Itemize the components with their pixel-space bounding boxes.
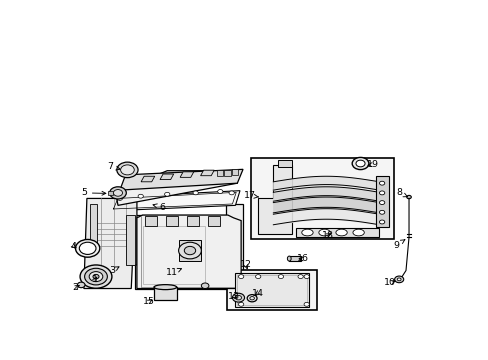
Text: 13: 13 xyxy=(227,292,239,301)
Bar xyxy=(166,216,178,226)
Text: 9: 9 xyxy=(393,240,404,249)
Polygon shape xyxy=(178,240,201,261)
Circle shape xyxy=(278,275,283,279)
Circle shape xyxy=(84,268,107,285)
Circle shape xyxy=(304,275,309,279)
Circle shape xyxy=(406,195,410,199)
Circle shape xyxy=(164,192,169,196)
Text: 1: 1 xyxy=(92,275,98,284)
Circle shape xyxy=(77,282,85,288)
Circle shape xyxy=(379,181,384,185)
Bar xyxy=(207,216,220,226)
Polygon shape xyxy=(200,170,214,176)
Polygon shape xyxy=(141,176,154,182)
Circle shape xyxy=(379,191,384,195)
Bar xyxy=(108,191,113,195)
Circle shape xyxy=(351,157,368,170)
Circle shape xyxy=(93,274,99,279)
Ellipse shape xyxy=(352,229,364,236)
Circle shape xyxy=(238,302,244,306)
Polygon shape xyxy=(180,172,193,177)
Bar xyxy=(231,169,238,175)
Text: 17: 17 xyxy=(243,191,258,200)
Bar xyxy=(186,216,199,226)
Text: 15: 15 xyxy=(143,297,155,306)
Circle shape xyxy=(193,191,198,195)
Text: 4: 4 xyxy=(70,242,77,251)
Circle shape xyxy=(89,271,102,282)
Circle shape xyxy=(255,275,260,279)
Polygon shape xyxy=(296,228,379,237)
Circle shape xyxy=(109,187,126,199)
Polygon shape xyxy=(258,165,292,234)
Polygon shape xyxy=(109,191,240,211)
Circle shape xyxy=(117,197,122,201)
Circle shape xyxy=(355,160,365,167)
Circle shape xyxy=(379,220,384,224)
Ellipse shape xyxy=(335,229,346,236)
Circle shape xyxy=(304,302,309,306)
Bar xyxy=(145,216,157,226)
Text: 19: 19 xyxy=(366,160,378,169)
Text: 10: 10 xyxy=(383,279,395,288)
Polygon shape xyxy=(89,204,97,251)
Ellipse shape xyxy=(154,285,176,290)
Circle shape xyxy=(113,190,122,196)
Text: 6: 6 xyxy=(153,203,165,212)
Circle shape xyxy=(228,191,234,195)
Circle shape xyxy=(396,278,400,281)
Polygon shape xyxy=(135,204,243,288)
Text: 16: 16 xyxy=(296,255,308,264)
Circle shape xyxy=(394,276,403,283)
Circle shape xyxy=(235,296,241,300)
Text: 7: 7 xyxy=(107,162,120,171)
Circle shape xyxy=(297,275,303,279)
Circle shape xyxy=(217,190,223,193)
Bar xyxy=(250,158,393,239)
Polygon shape xyxy=(154,287,176,301)
Text: 8: 8 xyxy=(395,188,407,197)
Bar xyxy=(224,170,230,176)
Circle shape xyxy=(201,283,208,288)
Polygon shape xyxy=(116,171,237,205)
Text: 2: 2 xyxy=(72,283,79,292)
Polygon shape xyxy=(84,198,137,288)
Circle shape xyxy=(138,194,143,198)
Circle shape xyxy=(121,165,134,175)
Text: 14: 14 xyxy=(251,289,263,298)
Polygon shape xyxy=(277,159,292,167)
Polygon shape xyxy=(235,273,309,307)
Polygon shape xyxy=(125,215,135,265)
Polygon shape xyxy=(120,169,243,190)
Circle shape xyxy=(379,210,384,214)
Polygon shape xyxy=(137,215,241,288)
Ellipse shape xyxy=(301,229,312,236)
Polygon shape xyxy=(289,256,300,261)
Text: 11: 11 xyxy=(165,268,181,277)
Text: 3: 3 xyxy=(109,266,119,275)
Circle shape xyxy=(75,239,100,257)
Circle shape xyxy=(117,162,138,177)
Ellipse shape xyxy=(318,229,329,236)
Bar xyxy=(226,270,317,310)
Circle shape xyxy=(80,265,112,288)
Circle shape xyxy=(379,201,384,204)
Bar xyxy=(216,170,223,176)
Text: 12: 12 xyxy=(240,261,251,269)
Circle shape xyxy=(184,246,195,255)
Circle shape xyxy=(238,275,244,279)
Ellipse shape xyxy=(287,256,290,261)
Polygon shape xyxy=(160,174,173,180)
Polygon shape xyxy=(375,176,388,227)
Circle shape xyxy=(178,242,201,259)
Text: 18: 18 xyxy=(322,230,334,239)
Circle shape xyxy=(79,242,96,255)
Text: 5: 5 xyxy=(81,188,105,197)
Circle shape xyxy=(232,293,244,302)
